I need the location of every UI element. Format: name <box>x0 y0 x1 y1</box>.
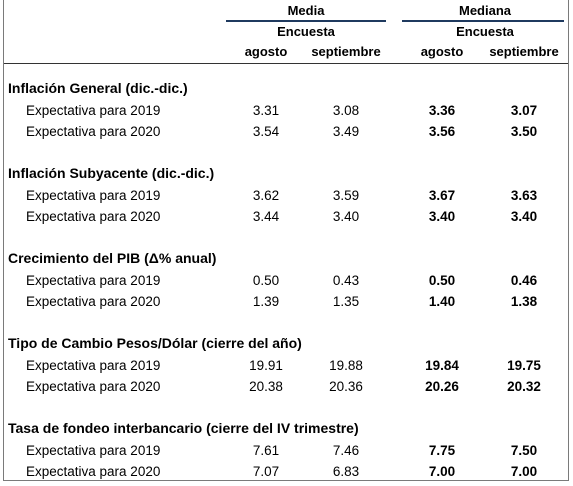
cell-media-sep: 6.83 <box>332 464 360 479</box>
cell-media-ago: 7.61 <box>252 443 280 458</box>
cell-mediana-sep: 3.63 <box>510 188 538 203</box>
table-row: Expectativa para 2019 19.91 19.88 19.84 19.7… <box>0 358 573 380</box>
cell-media-ago: 3.44 <box>252 209 280 224</box>
cell-mediana-ago: 20.26 <box>425 379 459 394</box>
header-mediana: Mediana <box>458 3 511 18</box>
cell-mediana-ago: 7.75 <box>428 443 456 458</box>
header-month-media-agosto: agosto <box>244 44 288 59</box>
header-mediana-rule <box>402 20 564 22</box>
table-row: Expectativa para 2020 20.38 20.36 20.26 20.3… <box>0 379 573 401</box>
cell-mediana-sep: 3.50 <box>510 124 538 139</box>
cell-media-sep: 19.88 <box>329 358 363 373</box>
row-label: Expectativa para 2020 <box>26 379 161 394</box>
row-label: Expectativa para 2020 <box>26 124 161 139</box>
cell-mediana-sep: 19.75 <box>507 358 541 373</box>
cell-mediana-sep: 3.07 <box>510 103 538 118</box>
section-title: Tasa de fondeo interbancario (cierre del… <box>8 420 359 436</box>
cell-media-sep: 7.46 <box>332 443 360 458</box>
cell-media-ago: 0.50 <box>252 273 280 288</box>
cell-media-ago: 1.39 <box>252 294 280 309</box>
row-label: Expectativa para 2019 <box>26 358 161 373</box>
section-title: Inflación General (dic.-dic.) <box>8 80 188 96</box>
row-label: Expectativa para 2020 <box>26 209 161 224</box>
cell-media-sep: 20.36 <box>329 379 363 394</box>
header-month-media-septiembre: septiembre <box>311 44 381 59</box>
section-title: Inflación Subyacente (dic.-dic.) <box>8 165 215 181</box>
table-frame <box>3 0 569 481</box>
header-media-rule <box>226 20 386 22</box>
cell-mediana-ago: 3.67 <box>428 188 456 203</box>
table-row: Expectativa para 2020 1.39 1.35 1.40 1.38 <box>0 294 573 316</box>
cell-mediana-ago: 1.40 <box>428 294 456 309</box>
cell-mediana-ago: 7.00 <box>428 464 456 479</box>
cell-media-sep: 3.59 <box>332 188 360 203</box>
cell-mediana-ago: 19.84 <box>425 358 459 373</box>
cell-mediana-sep: 20.32 <box>507 379 541 394</box>
cell-mediana-ago: 0.50 <box>428 273 456 288</box>
cell-media-ago: 20.38 <box>249 379 283 394</box>
cell-mediana-sep: 1.38 <box>510 294 538 309</box>
row-label: Expectativa para 2019 <box>26 273 161 288</box>
cell-media-sep: 3.49 <box>332 124 360 139</box>
header-media: Media <box>287 3 325 18</box>
header-bottom-rule <box>4 63 568 64</box>
cell-mediana-ago: 3.40 <box>428 209 456 224</box>
table-row: Expectativa para 2019 7.61 7.46 7.75 7.50 <box>0 443 573 465</box>
cell-media-ago: 3.62 <box>252 188 280 203</box>
row-label: Expectativa para 2019 <box>26 103 161 118</box>
header-encuesta-media: Encuesta <box>277 24 335 39</box>
cell-media-ago: 3.31 <box>252 103 280 118</box>
row-label: Expectativa para 2020 <box>26 464 161 479</box>
row-label: Expectativa para 2019 <box>26 188 161 203</box>
cell-mediana-sep: 0.46 <box>510 273 538 288</box>
section-title: Crecimiento del PIB (Δ% anual) <box>8 250 217 266</box>
table-row: Expectativa para 2020 3.44 3.40 3.40 3.40 <box>0 209 573 231</box>
table-row: Expectativa para 2019 3.62 3.59 3.67 3.63 <box>0 188 573 210</box>
cell-mediana-sep: 7.50 <box>510 443 538 458</box>
cell-mediana-sep: 7.00 <box>510 464 538 479</box>
table-row: Expectativa para 2019 0.50 0.43 0.50 0.46 <box>0 273 573 295</box>
cell-media-ago: 7.07 <box>252 464 280 479</box>
cell-mediana-ago: 3.56 <box>428 124 456 139</box>
header-month-mediana-septiembre: septiembre <box>489 44 559 59</box>
row-label: Expectativa para 2020 <box>26 294 161 309</box>
table-row: Expectativa para 2020 7.07 6.83 7.00 7.00 <box>0 464 573 486</box>
cell-mediana-ago: 3.36 <box>428 103 456 118</box>
cell-media-sep: 3.40 <box>332 209 360 224</box>
section-title: Tipo de Cambio Pesos/Dólar (cierre del a… <box>8 335 302 351</box>
cell-media-sep: 0.43 <box>332 273 360 288</box>
header-month-mediana-agosto: agosto <box>420 44 464 59</box>
cell-media-ago: 19.91 <box>249 358 283 373</box>
cell-media-sep: 3.08 <box>332 103 360 118</box>
header-encuesta-mediana: Encuesta <box>456 24 514 39</box>
table-row: Expectativa para 2020 3.54 3.49 3.56 3.50 <box>0 124 573 146</box>
row-label: Expectativa para 2019 <box>26 443 161 458</box>
table-row: Expectativa para 2019 3.31 3.08 3.36 3.07 <box>0 103 573 125</box>
cell-media-ago: 3.54 <box>252 124 280 139</box>
cell-media-sep: 1.35 <box>332 294 360 309</box>
cell-mediana-sep: 3.40 <box>510 209 538 224</box>
